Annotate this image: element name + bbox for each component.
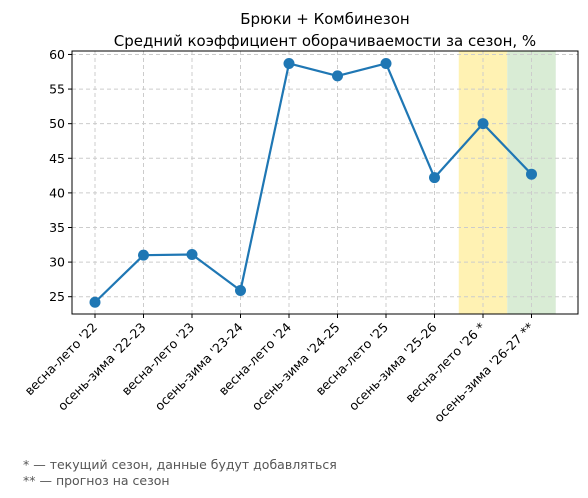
data-point xyxy=(332,70,343,82)
footnote-forecast: ** — прогноз на сезон xyxy=(23,473,170,488)
data-point xyxy=(477,118,489,130)
x-tick-label: осень-зима '26-27 ** xyxy=(431,320,537,426)
data-point xyxy=(89,296,101,308)
y-tick-label: 35 xyxy=(49,220,65,235)
y-tick-label: 25 xyxy=(49,289,65,304)
data-point xyxy=(429,172,440,184)
y-tick-label: 60 xyxy=(49,47,65,62)
x-tick-label: осень-зима '22-23 xyxy=(55,320,149,414)
y-tick-label: 30 xyxy=(49,255,65,270)
y-tick-label: 45 xyxy=(49,151,65,166)
data-point xyxy=(283,57,295,69)
highlight-band-1 xyxy=(458,51,508,314)
line-chart: Брюки + Комбинезон Средний коэффициент о… xyxy=(21,10,579,426)
chart-subtitle: Средний коэффициент оборачиваемости за с… xyxy=(114,32,536,50)
chart-title: Брюки + Комбинезон xyxy=(240,10,410,28)
data-point xyxy=(526,168,537,180)
data-point xyxy=(380,57,392,69)
series-line xyxy=(94,62,533,304)
x-tick-label: осень-зима '23-24 xyxy=(152,319,246,413)
highlight-band-2 xyxy=(507,51,556,314)
plot-frame xyxy=(71,50,579,315)
x-tick-label: осень-зима '25-26 xyxy=(346,319,440,413)
data-point xyxy=(235,284,246,296)
y-tick-label: 40 xyxy=(49,185,65,200)
x-tick-label: осень-зима '24-25 xyxy=(249,320,343,414)
data-point xyxy=(186,248,198,260)
y-tick-label: 50 xyxy=(49,116,65,131)
footnote-current-season: * — текущий сезон, данные будут добавлят… xyxy=(23,457,337,472)
data-point xyxy=(138,249,149,261)
y-tick-label: 55 xyxy=(49,82,65,97)
